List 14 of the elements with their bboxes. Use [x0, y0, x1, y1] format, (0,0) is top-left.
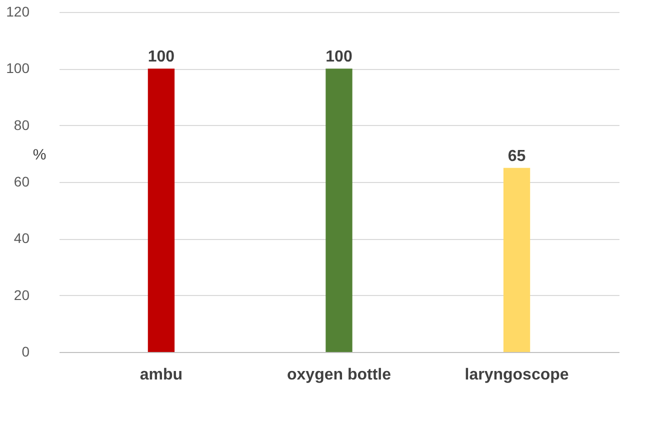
- y-tick-label: 80: [14, 116, 30, 133]
- data-label: 100: [326, 48, 352, 66]
- x-tick-label: oxygen bottle: [286, 366, 392, 384]
- x-tick-label: laryngoscope: [464, 366, 569, 384]
- y-tick-label: 60: [14, 174, 30, 190]
- y-tick-label: 40: [14, 230, 30, 246]
- y-tick-label: 0: [22, 344, 30, 360]
- data-label: 100: [148, 48, 175, 66]
- data-label: 65: [508, 148, 526, 165]
- x-tick-label: ambu: [140, 366, 183, 384]
- y-tick-label: 100: [6, 60, 30, 76]
- y-tick-label: 120: [6, 4, 30, 20]
- y-axis-title: %: [32, 146, 46, 164]
- y-tick-label: 20: [14, 286, 30, 303]
